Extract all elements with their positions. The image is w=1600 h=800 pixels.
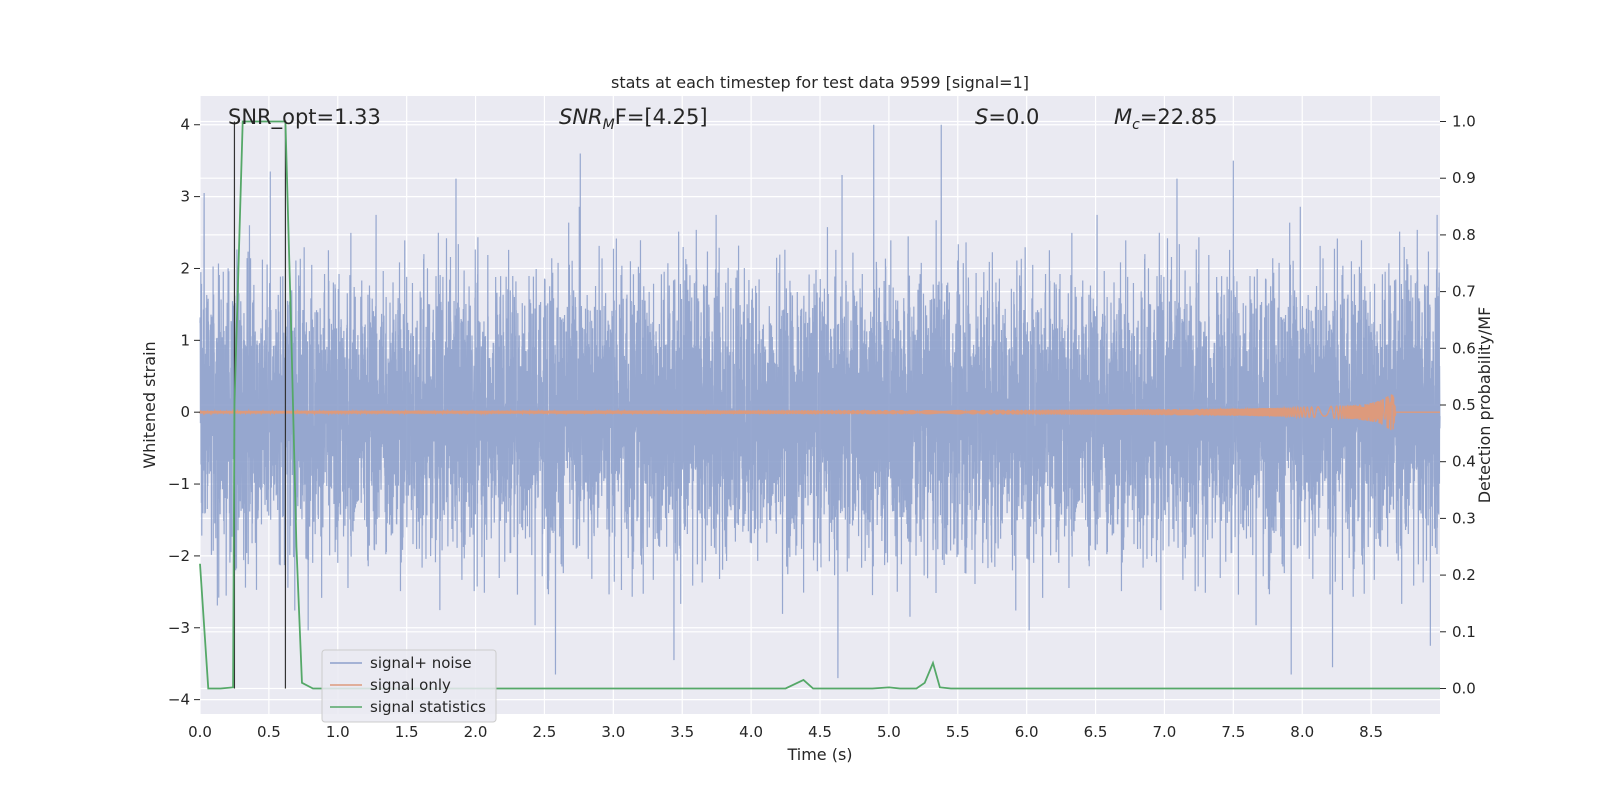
annotation-s: S=0.0 (975, 105, 1039, 129)
x-tick-label: 3.5 (670, 723, 694, 741)
y2-tick-label: 0.9 (1452, 169, 1476, 187)
y2-axis-label: Detection probability/MF (1475, 307, 1494, 504)
x-tick-label: 8.0 (1290, 723, 1314, 741)
annotation-snr-mf: SNRMF=[4.25] (559, 105, 708, 133)
x-tick-label: 2.5 (533, 723, 557, 741)
y-tick-label: −4 (168, 691, 190, 709)
y2-tick-label: 0.3 (1452, 509, 1476, 527)
x-tick-label: 1.0 (326, 723, 350, 741)
x-axis-label: Time (s) (786, 745, 852, 764)
annotation-s-symbol: S (975, 105, 988, 129)
x-tick-label: 5.0 (877, 723, 901, 741)
y-tick-label: −3 (168, 619, 190, 637)
x-tick-label: 5.5 (946, 723, 970, 741)
series-signal-statistics (199, 120, 1440, 690)
x-tick-label: 6.0 (1015, 723, 1039, 741)
x-tick-label: 8.5 (1359, 723, 1383, 741)
y2-tick-label: 0.1 (1452, 623, 1476, 641)
y2-tick-label: 0.0 (1452, 679, 1476, 697)
y-tick-label: 4 (180, 116, 190, 134)
annotation-mc-value: =22.85 (1140, 105, 1218, 129)
y-tick-label: 0 (180, 403, 190, 421)
x-tick-label: 4.5 (808, 723, 832, 741)
legend-label-signal-statistics: signal statistics (370, 698, 486, 716)
y2-tick-label: 0.7 (1452, 283, 1476, 301)
annotation-snr-opt: SNR_opt=1.33 (228, 105, 381, 130)
x-tick-label: 7.5 (1221, 723, 1245, 741)
y-axis-ticks: 4 3 2 1 0 −1 −2 −3 −4 (168, 116, 200, 709)
x-tick-label: 0.5 (257, 723, 281, 741)
y2-tick-label: 0.2 (1452, 566, 1476, 584)
noise-trace (199, 124, 1441, 679)
signal-only-trace (199, 394, 1440, 431)
annotation-snr-mf-value: F=[4.25] (615, 105, 708, 129)
y2-axis-ticks: 1.0 0.9 0.8 0.7 0.6 0.5 0.4 0.3 0.2 0.1 0.0 (1440, 113, 1476, 697)
legend-box (321, 649, 497, 723)
series-signal-only (199, 394, 1440, 431)
x-tick-label: 6.5 (1084, 723, 1108, 741)
x-tick-label: 0.0 (188, 723, 212, 741)
y-tick-label: −1 (168, 475, 190, 493)
annotation-snr-mf-subscript: M (603, 117, 615, 133)
y-tick-label: 1 (180, 331, 190, 349)
y-tick-label: 2 (180, 259, 190, 277)
x-tick-label: 3.0 (601, 723, 625, 741)
legend: signal+ noise signal only signal statist… (321, 649, 497, 723)
y2-tick-label: 0.5 (1452, 396, 1476, 414)
series-signal-plus-noise (199, 124, 1441, 679)
x-tick-label: 4.0 (739, 723, 763, 741)
annotation-snr-mf-symbol: SNR (559, 105, 603, 129)
y-tick-label: 3 (180, 188, 190, 206)
x-axis-ticks: 0.0 0.5 1.0 1.5 2.0 2.5 3.0 3.5 4.0 4.5 5.0 5.5 6.0 6… (188, 723, 1383, 741)
legend-label-signal-only: signal only (370, 676, 451, 694)
annotation-s-value: =0.0 (988, 105, 1039, 129)
annotation-mc-symbol: M (1114, 105, 1132, 129)
x-tick-label: 1.5 (395, 723, 419, 741)
y-axis-label: Whitened strain (140, 341, 159, 468)
y2-tick-label: 1.0 (1452, 113, 1476, 131)
y-tick-label: −2 (168, 547, 190, 565)
signal-statistics-line (199, 120, 1440, 690)
y2-tick-label: 0.6 (1452, 339, 1476, 357)
chart-title: stats at each timestep for test data 959… (611, 73, 1029, 92)
x-tick-label: 7.0 (1153, 723, 1177, 741)
y2-tick-label: 0.4 (1452, 453, 1476, 471)
x-tick-label: 2.0 (464, 723, 488, 741)
y2-tick-label: 0.8 (1452, 226, 1476, 244)
annotation-mc: Mc=22.85 (1114, 105, 1218, 133)
annotation-mc-subscript: c (1132, 117, 1140, 133)
legend-label-signal-plus-noise: signal+ noise (370, 654, 472, 672)
